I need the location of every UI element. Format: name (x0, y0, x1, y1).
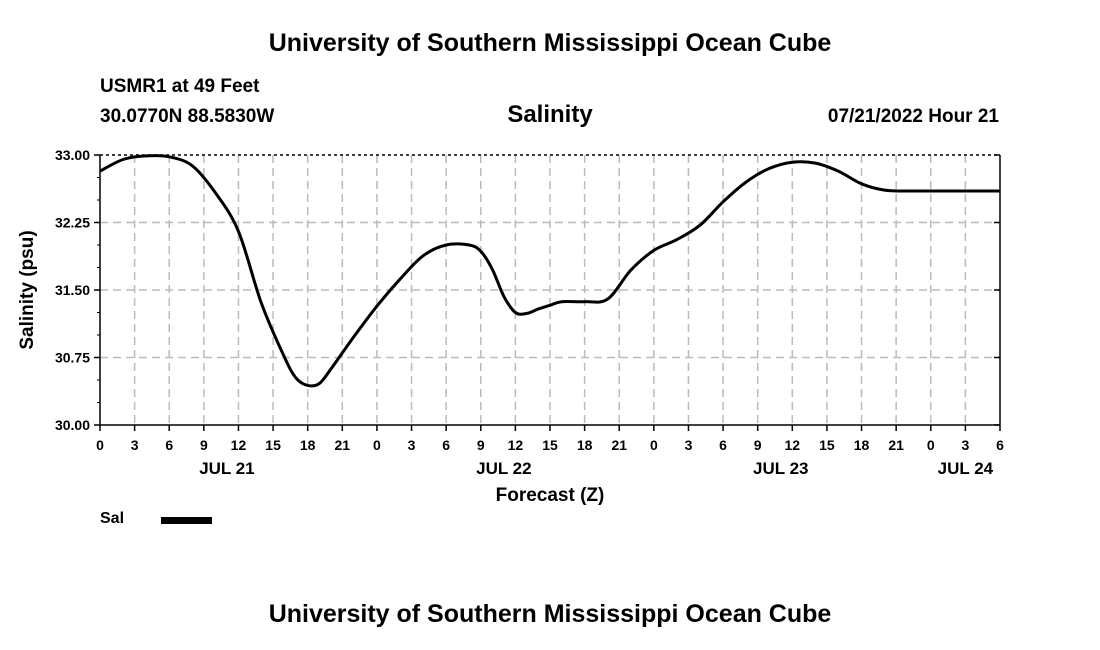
x-tick-label: 9 (477, 437, 485, 453)
y-tick-label: 33.00 (55, 147, 90, 163)
legend-label: Sal (100, 510, 125, 527)
y-tick-label: 32.25 (55, 215, 90, 231)
x-tick-label: 21 (335, 437, 351, 453)
x-tick-label: 3 (131, 437, 139, 453)
y-tick-label: 30.00 (55, 417, 90, 433)
date-label: JUL 21 (199, 459, 254, 478)
date-label: JUL 23 (753, 459, 808, 478)
x-tick-label: 15 (265, 437, 281, 453)
footer-title: University of Southern Mississippi Ocean… (268, 600, 832, 628)
y-axis-label: Salinity (psu) (17, 230, 38, 349)
x-tick-label: 21 (888, 437, 904, 453)
date-label: JUL 24 (938, 459, 994, 478)
date-labels: JUL 21 JUL 22 JUL 23 JUL 24 (199, 459, 993, 478)
x-tick-label: 6 (165, 437, 173, 453)
station-label: USMR1 at 49 Feet (100, 76, 260, 97)
date-label: JUL 22 (476, 459, 531, 478)
x-tick-label: 12 (785, 437, 801, 453)
x-axis-label: Forecast (Z) (496, 485, 605, 506)
x-tick-label: 3 (408, 437, 416, 453)
chart-title: Salinity (507, 101, 593, 128)
coordinates-label: 30.0770N 88.5830W (100, 106, 275, 127)
x-tick-label: 6 (442, 437, 450, 453)
x-tick-label: 0 (96, 437, 104, 453)
x-tick-label: 15 (542, 437, 558, 453)
x-tick-label: 6 (719, 437, 727, 453)
x-tick-label: 0 (927, 437, 935, 453)
x-tick-label: 3 (961, 437, 969, 453)
x-tick-label: 0 (373, 437, 381, 453)
x-tick-label: 15 (819, 437, 835, 453)
x-tick-label: 18 (577, 437, 593, 453)
y-tick-label: 31.50 (55, 282, 90, 298)
x-axis-ticks: 0 3 6 9 12 15 18 21 0 3 6 9 12 15 18 21 0 3 6 9 12 15 18 21 0 3 6 (96, 425, 1004, 453)
y-axis-ticks: 33.00 32.25 31.50 30.75 30.00 (55, 147, 1000, 433)
x-tick-label: 18 (854, 437, 870, 453)
series-line-sal (99, 154, 1000, 388)
page-title: University of Southern Mississippi Ocean… (268, 29, 832, 57)
y-tick-label: 30.75 (55, 350, 90, 366)
x-tick-label: 21 (611, 437, 627, 453)
x-tick-label: 12 (231, 437, 247, 453)
x-tick-label: 9 (754, 437, 762, 453)
x-tick-label: 0 (650, 437, 658, 453)
x-tick-label: 6 (996, 437, 1004, 453)
x-tick-label: 12 (508, 437, 524, 453)
run-time-label: 07/21/2022 Hour 21 (827, 106, 999, 127)
x-tick-label: 9 (200, 437, 208, 453)
x-tick-label: 18 (300, 437, 316, 453)
grid-lines (100, 154, 1000, 425)
legend-swatch (161, 517, 212, 524)
x-tick-label: 3 (685, 437, 693, 453)
salinity-chart: 33.00 32.25 31.50 30.75 30.00 0 3 6 9 12 15 18 21 0 3… (17, 147, 1004, 506)
